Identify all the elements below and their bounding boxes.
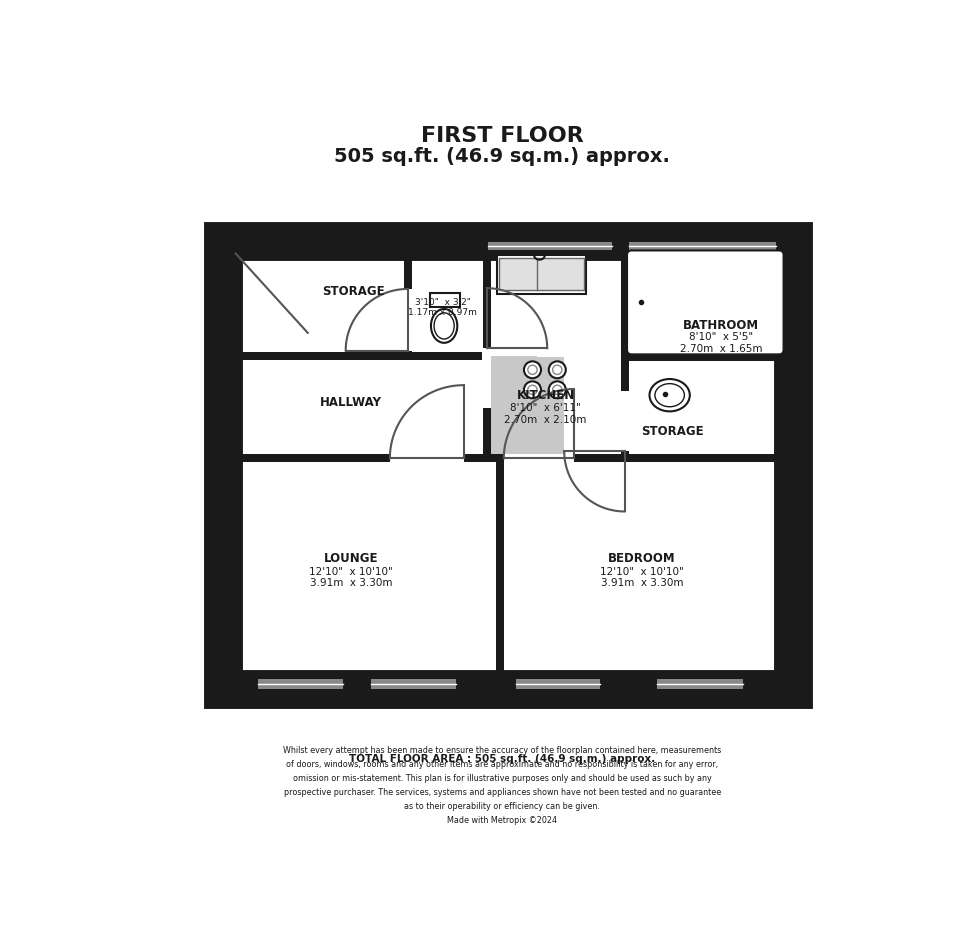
- Bar: [497, 255, 586, 294]
- Bar: [223, 678, 793, 690]
- Circle shape: [549, 381, 565, 398]
- Bar: [404, 352, 491, 360]
- Text: KITCHEN: KITCHEN: [516, 389, 575, 402]
- Circle shape: [549, 362, 565, 378]
- Bar: [504, 454, 573, 463]
- Bar: [403, 289, 413, 350]
- Bar: [483, 252, 491, 462]
- Bar: [487, 242, 612, 251]
- Text: 8'10"  x 6'11": 8'10" x 6'11": [511, 404, 581, 413]
- Ellipse shape: [650, 379, 690, 411]
- Ellipse shape: [655, 384, 684, 406]
- Bar: [499, 258, 584, 291]
- Bar: [496, 459, 504, 679]
- Circle shape: [528, 385, 537, 394]
- Bar: [620, 252, 628, 462]
- Bar: [491, 356, 537, 455]
- Text: 3.91m  x 3.30m: 3.91m x 3.30m: [310, 578, 392, 588]
- Ellipse shape: [431, 309, 458, 343]
- Text: 8'10"  x 5'5": 8'10" x 5'5": [689, 333, 753, 342]
- Text: 1.17m x 0.97m: 1.17m x 0.97m: [408, 308, 477, 317]
- Bar: [258, 679, 343, 689]
- Bar: [404, 252, 412, 356]
- Bar: [497, 255, 586, 294]
- Bar: [390, 454, 464, 463]
- Text: Whilst every attempt has been made to ensure the accuracy of the floorplan conta: Whilst every attempt has been made to en…: [283, 747, 721, 825]
- Text: STORAGE: STORAGE: [322, 285, 385, 297]
- Bar: [620, 391, 629, 451]
- Bar: [234, 455, 782, 462]
- Circle shape: [524, 362, 541, 378]
- Text: HALLWAY: HALLWAY: [320, 396, 382, 409]
- Text: 12'10"  x 10'10": 12'10" x 10'10": [600, 567, 684, 577]
- Text: 505 sq.ft. (46.9 sq.m.) approx.: 505 sq.ft. (46.9 sq.m.) approx.: [334, 147, 670, 166]
- Text: BEDROOM: BEDROOM: [608, 552, 675, 565]
- Text: LOUNGE: LOUNGE: [323, 552, 378, 565]
- Ellipse shape: [434, 313, 454, 339]
- Circle shape: [553, 385, 562, 394]
- Bar: [223, 241, 234, 690]
- Bar: [658, 679, 743, 689]
- Bar: [499, 258, 584, 291]
- Bar: [482, 349, 491, 408]
- Text: TOTAL FLOOR AREA : 505 sq.ft. (46.9 sq.m.) approx.: TOTAL FLOOR AREA : 505 sq.ft. (46.9 sq.m…: [349, 754, 656, 763]
- Text: 2.70m  x 2.10m: 2.70m x 2.10m: [505, 415, 587, 425]
- Bar: [223, 241, 793, 690]
- Bar: [430, 293, 460, 307]
- Bar: [234, 352, 412, 360]
- Bar: [223, 241, 793, 690]
- Circle shape: [528, 365, 537, 375]
- Text: FIRST FLOOR: FIRST FLOOR: [420, 127, 584, 146]
- Text: 3.91m  x 3.30m: 3.91m x 3.30m: [601, 578, 683, 588]
- Text: STORAGE: STORAGE: [642, 425, 704, 438]
- Bar: [491, 357, 564, 455]
- Text: 3'10"  x 3'2": 3'10" x 3'2": [415, 298, 470, 308]
- Bar: [628, 242, 776, 251]
- Text: BATHROOM: BATHROOM: [683, 320, 759, 333]
- Circle shape: [553, 365, 562, 375]
- Bar: [370, 679, 456, 689]
- Bar: [430, 293, 460, 307]
- Text: 12'10"  x 10'10": 12'10" x 10'10": [310, 567, 393, 577]
- Bar: [782, 241, 793, 690]
- Bar: [620, 353, 782, 361]
- Text: 2.70m  x 1.65m: 2.70m x 1.65m: [679, 344, 762, 354]
- Bar: [516, 679, 600, 689]
- Circle shape: [524, 381, 541, 398]
- FancyBboxPatch shape: [627, 251, 784, 354]
- Bar: [223, 241, 793, 252]
